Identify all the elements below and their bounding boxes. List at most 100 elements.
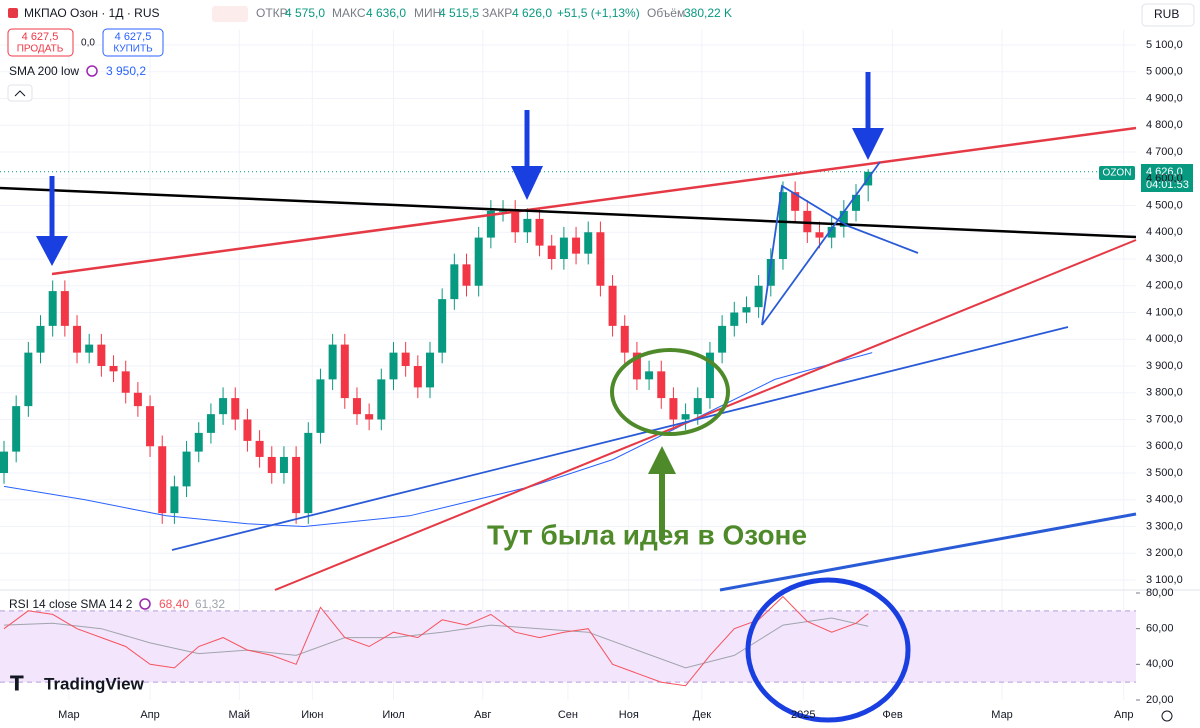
last-price: 4 626,0	[1146, 166, 1183, 178]
candle-body	[511, 210, 520, 233]
open: 4 575,0	[285, 6, 325, 20]
brand-logo: 𝗧	[10, 673, 24, 695]
arrow-heads	[36, 128, 884, 266]
status-badge	[212, 6, 248, 22]
symbol: МКПАО Озон · 1Д · RUS	[24, 6, 160, 20]
settings-icon[interactable]	[1161, 710, 1173, 722]
candle-body	[584, 232, 593, 254]
sell-label[interactable]: ПРОДАТЬ	[17, 44, 64, 55]
trend-line	[171, 326, 1069, 551]
candle-body	[243, 419, 252, 441]
candle-body	[632, 352, 641, 380]
trend-line	[274, 239, 1137, 591]
volume: 380,22 K	[684, 6, 732, 20]
change: +51,5 (+1,13%)	[557, 6, 640, 20]
candle-body	[219, 398, 228, 415]
y-tick-label: 3 200,0	[1146, 547, 1183, 559]
x-tick-label: Июн	[301, 709, 323, 721]
candle-body	[803, 210, 812, 233]
x-tick-label: Мар	[58, 709, 80, 721]
x-tick-label: Сен	[558, 709, 578, 721]
rsi-line	[3, 595, 869, 687]
x-tick-label: Май	[229, 709, 251, 721]
candle-body	[839, 210, 848, 227]
candle-body	[535, 218, 544, 246]
price-badge	[1141, 164, 1193, 192]
candle-body	[85, 344, 94, 353]
y-tick-label: 3 400,0	[1146, 494, 1183, 506]
candle-body	[328, 344, 337, 380]
rsi-tick-label: 40,00	[1146, 658, 1174, 670]
candle-body	[194, 432, 203, 452]
candle-body	[523, 218, 532, 233]
sell-button[interactable]	[7, 28, 74, 57]
sma-value: 3 950,2	[106, 64, 146, 78]
collapse-button[interactable]	[7, 84, 33, 102]
candle-body	[121, 371, 130, 393]
volume-label: Объём	[647, 6, 685, 20]
x-tick-label: Апр	[1114, 709, 1133, 721]
drawings	[0, 72, 1137, 723]
y-tick-label: 3 100,0	[1146, 574, 1183, 586]
buy-price[interactable]: 4 627,5	[115, 31, 152, 43]
candle-body	[36, 325, 45, 353]
candle-body	[596, 232, 605, 286]
sma-line	[3, 352, 873, 528]
y-tick-label: 4 400,0	[1146, 226, 1183, 238]
candle-body	[778, 192, 787, 259]
rsi-tick-label: 60,00	[1146, 623, 1174, 635]
candle-body	[316, 379, 325, 433]
y-tick-label: 3 900,0	[1146, 360, 1183, 372]
spread: 0,0	[81, 38, 95, 49]
y-tick-label: 4 200,0	[1146, 280, 1183, 292]
y-tick-label: 4 000,0	[1146, 333, 1183, 345]
y-tick-label: 3 800,0	[1146, 387, 1183, 399]
currency[interactable]: RUB	[1154, 7, 1179, 21]
high-label: МАКС	[332, 6, 366, 20]
logo	[8, 8, 18, 18]
candle-body	[852, 194, 860, 211]
x-tick-label: 2025	[791, 709, 815, 721]
candle-body	[267, 456, 276, 473]
rsi-band	[0, 610, 1136, 683]
indicator-icon	[139, 598, 151, 610]
price-tag: OZON 4 626,0 04:01:53	[1099, 164, 1193, 192]
candle-body	[170, 486, 179, 514]
candle-body	[462, 264, 471, 286]
y-tick-label: 4 600,0	[1146, 173, 1183, 185]
candle-body	[608, 285, 617, 326]
close: 4 626,0	[512, 6, 552, 20]
candle-body	[766, 259, 775, 286]
buy-label[interactable]: КУПИТЬ	[113, 44, 153, 55]
rsi-legend: RSI 14 close SMA 14 2	[9, 597, 133, 611]
candle-body	[693, 398, 702, 415]
buy-button[interactable]	[102, 28, 164, 57]
candle-body	[474, 237, 483, 286]
trend-line	[761, 161, 881, 326]
y-tick-label: 4 100,0	[1146, 306, 1183, 318]
high: 4 636,0	[366, 6, 406, 20]
y-tick-label: 3 600,0	[1146, 440, 1183, 452]
rsi-tick-label: 80,00	[1146, 587, 1174, 599]
currency-button[interactable]	[1141, 3, 1195, 27]
y-tick-label: 3 500,0	[1146, 467, 1183, 479]
candle-body	[438, 299, 447, 353]
rsi-sma-value: 61,32	[195, 597, 225, 611]
indicator-icon	[86, 65, 98, 77]
candle-body	[572, 237, 581, 254]
y-tick-label: 4 500,0	[1146, 199, 1183, 211]
candle-body	[426, 352, 434, 388]
low: 4 515,5	[439, 6, 479, 20]
header: МКПАО Озон · 1Д · RUS ОТКР 4 575,0 МАКС …	[7, 3, 1195, 102]
candle-body	[827, 226, 836, 238]
sell-price[interactable]: 4 627,5	[22, 31, 59, 43]
candle-body	[377, 379, 386, 420]
candle-body	[413, 366, 422, 388]
candle-body	[815, 232, 824, 238]
triangle	[761, 184, 849, 326]
candle-body	[158, 446, 167, 514]
candle-body	[109, 366, 118, 372]
candle-body	[742, 307, 751, 313]
ticker: OZON	[1103, 168, 1132, 179]
candle-body	[559, 237, 568, 259]
